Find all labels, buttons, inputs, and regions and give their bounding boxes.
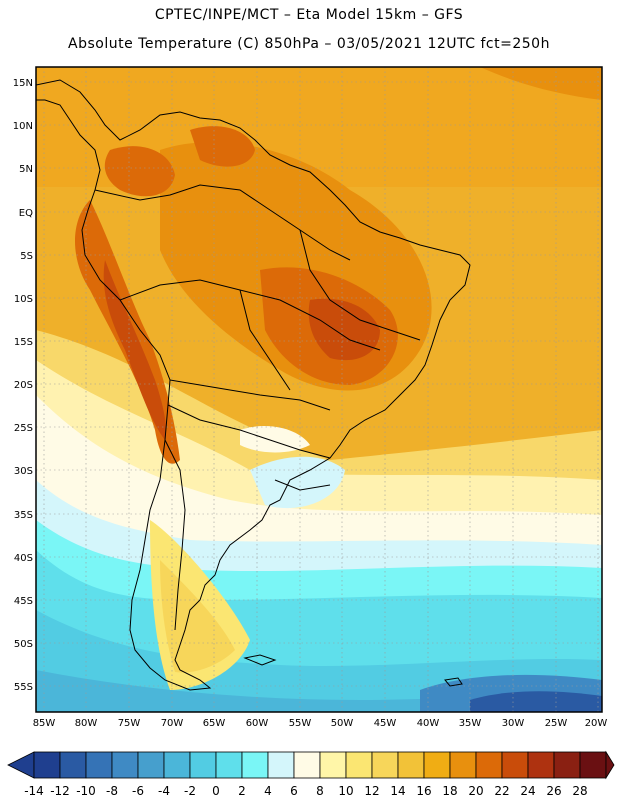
colorbar-label: -4 (158, 784, 170, 798)
lon-label: 70W (161, 718, 184, 729)
colorbar-box (553, 751, 581, 779)
colorbar-label: 22 (494, 784, 509, 798)
lat-label: 40S (14, 553, 33, 564)
lon-label: 20W (585, 718, 608, 729)
colorbar-box (527, 751, 555, 779)
lat-label: 10S (14, 294, 33, 305)
lon-label: 60W (246, 718, 269, 729)
colorbar-box (241, 751, 269, 779)
colorbar-label: 28 (572, 784, 587, 798)
lon-label: 50W (331, 718, 354, 729)
colorbar-box (371, 751, 399, 779)
colorbar-box (579, 751, 607, 779)
colorbar-right-arrow (605, 750, 615, 780)
colorbar-box (33, 751, 61, 779)
colorbar-label: -6 (132, 784, 144, 798)
colorbar-left-arrow (7, 751, 35, 779)
lat-label: 50S (14, 639, 33, 650)
colorbar-label: 24 (520, 784, 535, 798)
map-frame (35, 66, 603, 713)
colorbar: -14 -12 -10 -8 -6 -4 -2 0 2 4 6 8 10 12 … (7, 750, 615, 798)
colorbar-label: -2 (184, 784, 196, 798)
lon-label: 65W (203, 718, 226, 729)
lon-label: 25W (545, 718, 568, 729)
colorbar-label: 10 (338, 784, 353, 798)
colorbar-box (189, 751, 217, 779)
colorbar-box (293, 751, 321, 779)
lat-label: 10N (13, 121, 33, 132)
lat-label: 55S (14, 682, 33, 693)
colorbar-labels: -14 -12 -10 -8 -6 -4 -2 0 2 4 6 8 10 12 … (24, 784, 587, 798)
lat-label: 5S (20, 251, 33, 262)
colorbar-label: 20 (468, 784, 483, 798)
colorbar-box (319, 751, 347, 779)
colorbar-box (137, 751, 165, 779)
lon-label: 40W (417, 718, 440, 729)
lon-label: 80W (75, 718, 98, 729)
colorbar-box (345, 751, 373, 779)
lat-label: 25S (14, 423, 33, 434)
lon-label: 35W (459, 718, 482, 729)
colorbar-label: 18 (442, 784, 457, 798)
title-line-1: CPTEC/INPE/MCT – Eta Model 15km – GFS (154, 7, 464, 23)
lat-label: 15N (13, 78, 33, 89)
colorbar-box (501, 751, 529, 779)
colorbar-label: 14 (390, 784, 405, 798)
colorbar-label: 16 (416, 784, 431, 798)
colorbar-box (59, 751, 87, 779)
colorbar-box (397, 751, 425, 779)
lat-label: 15S (14, 337, 33, 348)
lon-label: 85W (33, 718, 56, 729)
colorbar-box (163, 751, 191, 779)
lat-label: 35S (14, 510, 33, 521)
lon-label: 45W (374, 718, 397, 729)
colorbar-label: 2 (238, 784, 246, 798)
lat-label: 20S (14, 380, 33, 391)
longitude-labels: 85W 80W 75W 70W 65W 60W 55W 50W 45W 40W … (33, 718, 608, 729)
colorbar-box (449, 751, 477, 779)
colorbar-label: 6 (290, 784, 298, 798)
lon-label: 75W (118, 718, 141, 729)
latitude-labels: 15N 10N 5N EQ 5S 10S 15S 20S 25S 30S 35S… (13, 78, 33, 693)
colorbar-box (475, 751, 503, 779)
colorbar-label: 0 (212, 784, 220, 798)
colorbar-label: -12 (50, 784, 70, 798)
colorbar-label: 4 (264, 784, 272, 798)
lat-label: 45S (14, 596, 33, 607)
colorbar-label: -8 (106, 784, 118, 798)
title-line-2: Absolute Temperature (C) 850hPa – 03/05/… (68, 36, 550, 52)
colorbar-box (423, 751, 451, 779)
temperature-field (36, 67, 602, 712)
colorbar-label: 12 (364, 784, 379, 798)
lat-label: 5N (19, 164, 33, 175)
colorbar-label: -14 (24, 784, 44, 798)
lon-label: 30W (502, 718, 525, 729)
colorbar-label: -10 (76, 784, 96, 798)
colorbar-label: 8 (316, 784, 324, 798)
coastlines (36, 79, 471, 691)
lat-label: EQ (19, 208, 33, 219)
colorbar-box (215, 751, 243, 779)
lon-label: 55W (289, 718, 312, 729)
colorbar-label: 26 (546, 784, 561, 798)
lat-label: 30S (14, 466, 33, 477)
colorbar-box (267, 751, 295, 779)
colorbar-box (85, 751, 113, 779)
colorbar-box (111, 751, 139, 779)
colorbar-boxes (33, 751, 607, 779)
